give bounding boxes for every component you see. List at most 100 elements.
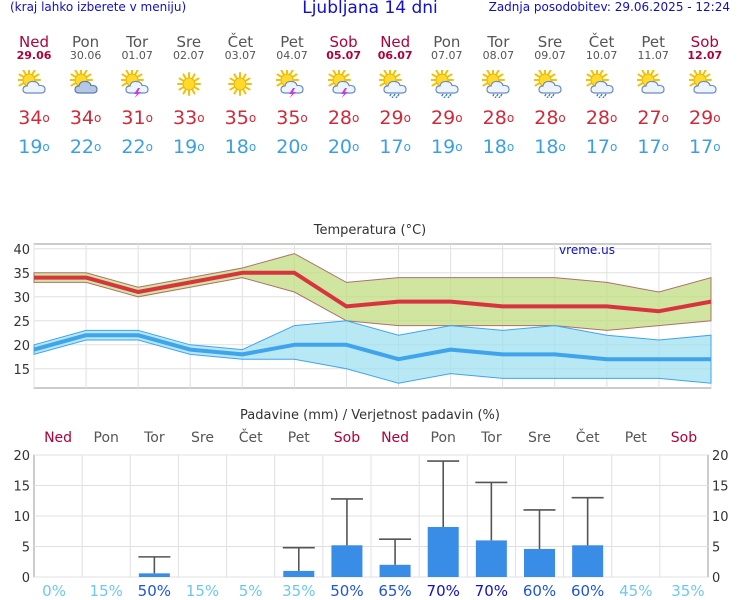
temp-max: 33o <box>163 108 215 128</box>
sun-ray <box>34 73 40 78</box>
sun-ray <box>590 69 595 75</box>
sun-ray <box>242 89 247 95</box>
day-column[interactable]: Sob 12.07 29o 17o <box>679 34 731 157</box>
sun-cloud-rain-icon <box>533 68 562 100</box>
sun-ray <box>229 77 236 82</box>
rain-probability: 60% <box>571 582 604 600</box>
day-name: Pet <box>280 33 304 51</box>
rain-drop <box>552 93 555 97</box>
day-column[interactable]: Sre 02.07 33o 19o <box>163 34 215 157</box>
sun-ray <box>653 73 659 78</box>
day-column[interactable]: Čet 10.07 28o 17o <box>576 34 628 157</box>
day-column[interactable]: Sob 05.07 28o 20o <box>318 34 370 157</box>
temp-min-value: 22 <box>121 136 146 158</box>
rain-probability: 0% <box>42 582 66 600</box>
sun-ray <box>191 89 196 95</box>
sun-ray <box>70 73 76 78</box>
temperature-chart-title: Temperatura (°C) <box>313 223 426 238</box>
degree-sign: o <box>145 140 153 154</box>
x-day-label: Tor <box>143 430 165 446</box>
temp-min-value: 17 <box>585 136 611 158</box>
header: (kraj lahko izberete v meniju) Ljubljana… <box>0 0 740 20</box>
day-column[interactable]: Pet 04.07 35o 20o <box>266 34 318 157</box>
sun-ray <box>178 77 184 82</box>
sun-ray <box>343 73 350 78</box>
location-menu-hint[interactable]: (kraj lahko izberete v meniju) <box>10 0 187 14</box>
degree-sign: o <box>455 111 463 125</box>
temp-max: 35o <box>214 108 266 128</box>
sun-ray <box>242 73 247 79</box>
sun-ray <box>482 82 489 87</box>
day-date: 12.07 <box>687 49 723 62</box>
day-column[interactable]: Pon 07.07 29o 19o <box>421 34 473 157</box>
sun-ray <box>586 82 592 87</box>
sun <box>429 68 454 92</box>
temp-min-value: 20 <box>276 136 301 158</box>
weather-icon <box>687 68 721 98</box>
y-tick-label: 20 <box>13 339 30 354</box>
sun <box>228 72 253 96</box>
day-column[interactable]: Pon 30.06 34o 22o <box>60 34 112 157</box>
degree-sign: o <box>42 111 50 125</box>
rain-drop <box>597 96 601 100</box>
temp-max: 29o <box>421 108 473 128</box>
rain-drop <box>548 93 551 97</box>
page-title: Ljubljana 14 dni <box>302 0 438 18</box>
degree-sign: o <box>558 140 566 154</box>
day-name: Pon <box>433 33 461 51</box>
rain-drop <box>603 93 607 97</box>
rain-drop <box>449 93 452 97</box>
day-date: 07.07 <box>431 49 463 62</box>
sun-ray <box>547 69 552 75</box>
degree-sign: o <box>145 111 153 125</box>
x-day-label: Sob <box>334 430 360 446</box>
weather-icon <box>17 68 50 98</box>
day-date: 05.07 <box>326 49 361 62</box>
day-column[interactable]: Sre 09.07 28o 18o <box>524 34 576 157</box>
sun-ray <box>379 73 386 78</box>
day-column[interactable]: Pet 11.07 27o 17o <box>627 34 679 157</box>
day-column[interactable]: Tor 08.07 28o 18o <box>472 34 524 157</box>
sun-cloud-rain-icon <box>378 68 407 100</box>
rain-drop <box>395 96 398 100</box>
sun-ray <box>498 73 504 78</box>
x-day-label: Pet <box>288 430 311 446</box>
cloud <box>486 80 510 94</box>
x-day-label: Pon <box>431 430 456 446</box>
sun-ray <box>276 82 282 87</box>
day-date: 10.07 <box>585 49 618 62</box>
weather-icon <box>584 68 618 100</box>
temp-min-value: 18 <box>482 136 507 158</box>
day-name: Tor <box>126 33 149 51</box>
weather-icon <box>275 68 308 98</box>
sun-ray <box>689 73 695 78</box>
degree-sign: o <box>610 111 618 125</box>
day-column[interactable]: Ned 29.06 34o 19o <box>8 34 60 157</box>
precip-bar <box>379 564 411 577</box>
rain-drop <box>599 93 603 97</box>
y-tick-label: 40 <box>13 243 30 258</box>
sun-ray <box>85 73 92 78</box>
sun-cloud-storm-icon <box>275 68 304 98</box>
day-date: 11.07 <box>637 49 669 62</box>
rain-probability: 65% <box>378 582 411 600</box>
temp-max: 28o <box>524 108 576 128</box>
sun-ray <box>637 82 644 87</box>
degree-sign: o <box>661 140 669 154</box>
sun-ray <box>444 69 449 75</box>
weather-icon <box>120 68 153 98</box>
sun-ray <box>245 77 251 82</box>
sun-ray <box>137 73 143 78</box>
sun-ray <box>702 69 707 75</box>
degree-sign: o <box>300 111 308 125</box>
y-tick-label-right: 15 <box>712 480 729 495</box>
cloud <box>538 80 562 94</box>
rain-drop <box>546 96 549 100</box>
temp-max: 28o <box>318 108 370 128</box>
y-tick-label-right: 20 <box>712 449 729 464</box>
day-column[interactable]: Tor 01.07 31o 22o <box>111 34 163 157</box>
day-column[interactable]: Čet 03.07 35o 18o <box>214 34 266 157</box>
rain-drop <box>393 93 396 97</box>
sun-ray <box>538 69 543 75</box>
day-column[interactable]: Ned 06.07 29o 17o <box>369 34 421 157</box>
